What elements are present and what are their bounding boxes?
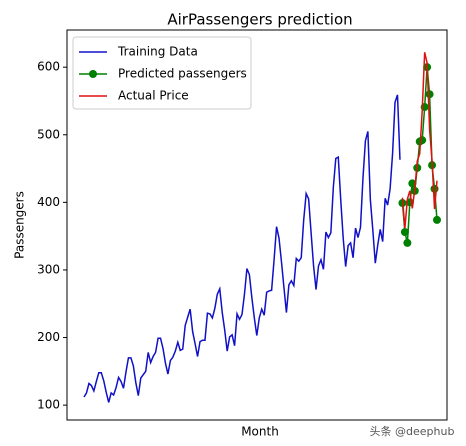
y-tick-label: 600 (37, 60, 60, 74)
point (430, 184, 439, 193)
chart-title: AirPassengers prediction (167, 11, 352, 29)
point (400, 228, 409, 237)
y-tick-label: 300 (37, 262, 60, 276)
legend-label: Predicted passengers (118, 67, 247, 81)
y-tick-label: 200 (37, 330, 60, 344)
point (425, 90, 434, 99)
x-axis-label: Month (241, 425, 279, 439)
y-tick-label: 100 (37, 398, 60, 412)
point (408, 179, 417, 188)
watermark: 头条 @deephub (370, 424, 455, 438)
point (418, 136, 427, 145)
legend-label: Training Data (117, 45, 198, 59)
legend-label: Actual Price (118, 89, 189, 103)
y-tick-label: 400 (37, 195, 60, 209)
point (403, 238, 412, 247)
legend-box (72, 36, 252, 110)
point (433, 215, 441, 224)
legend-marker (89, 70, 97, 78)
series-line (401, 52, 438, 229)
axes-frame (66, 29, 448, 421)
series-line (83, 94, 401, 403)
y-tick-label: 500 (37, 127, 60, 141)
y-axis-label: Passengers (13, 191, 27, 259)
